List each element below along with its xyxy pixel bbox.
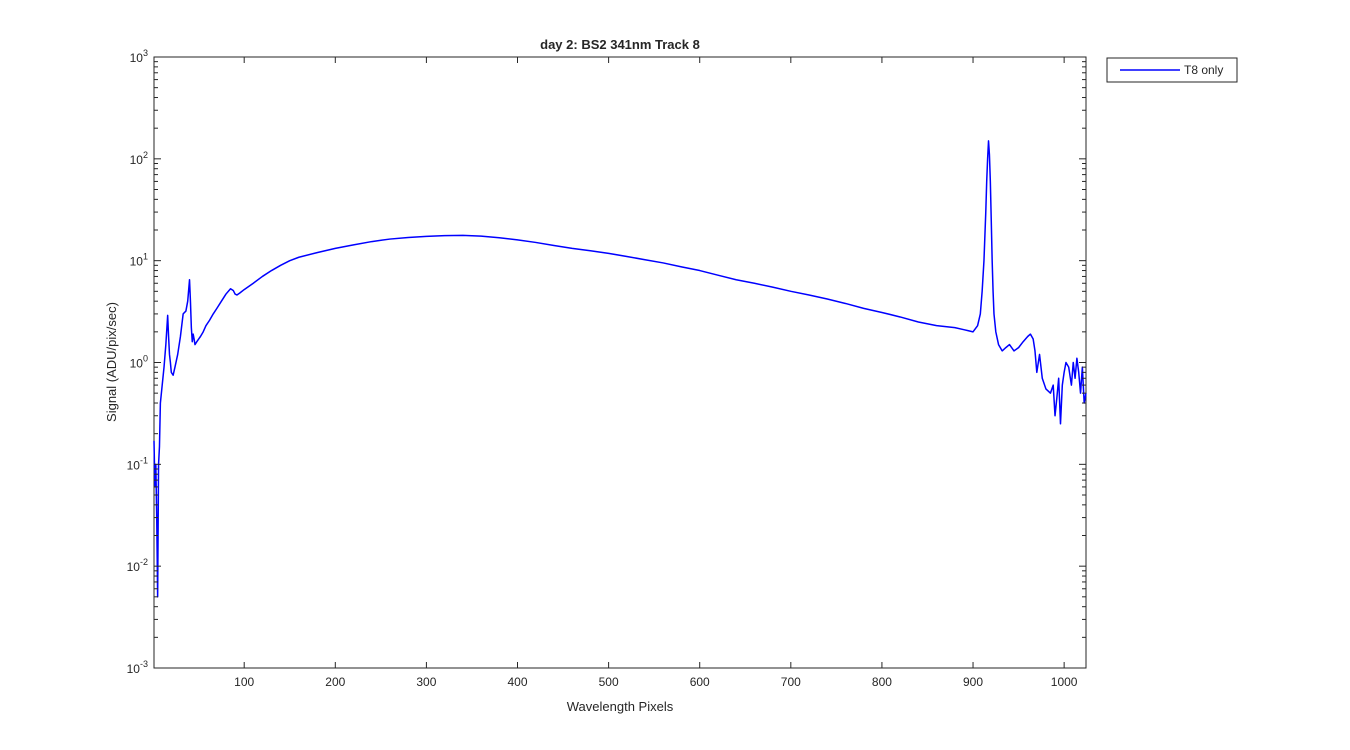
x-axis-ticks: 100 200 300 400 500 600 700 800 900 1000 [234, 57, 1078, 689]
series-line-t8-only [153, 140, 1087, 598]
y-tick-label: 10-1 [127, 455, 148, 472]
plot-area [153, 56, 1087, 669]
x-tick-label: 200 [325, 675, 345, 689]
legend: T8 only [1106, 57, 1238, 83]
x-axis-title: Wavelength Pixels [567, 699, 674, 714]
x-tick-label: 600 [690, 675, 710, 689]
y-tick-label: 100 [130, 354, 148, 371]
y-tick-label: 102 [130, 150, 148, 167]
y-tick-label: 101 [130, 252, 148, 269]
y-tick-label: 10-3 [127, 659, 148, 676]
x-tick-label: 400 [507, 675, 527, 689]
x-tick-label: 900 [963, 675, 983, 689]
legend-label: T8 only [1184, 63, 1223, 77]
x-tick-label: 1000 [1051, 675, 1078, 689]
x-tick-label: 500 [599, 675, 619, 689]
y-tick-label: 103 [130, 48, 148, 65]
x-tick-label: 100 [234, 675, 254, 689]
y-axis-ticks: 10-3 10-2 10-1 100 101 102 103 [127, 48, 1086, 676]
x-tick-label: 300 [416, 675, 436, 689]
y-axis-title: Signal (ADU/pix/sec) [104, 302, 119, 422]
chart-title: day 2: BS2 341nm Track 8 [540, 37, 700, 52]
x-tick-label: 800 [872, 675, 892, 689]
y-tick-label: 10-2 [127, 557, 148, 574]
x-tick-label: 700 [781, 675, 801, 689]
